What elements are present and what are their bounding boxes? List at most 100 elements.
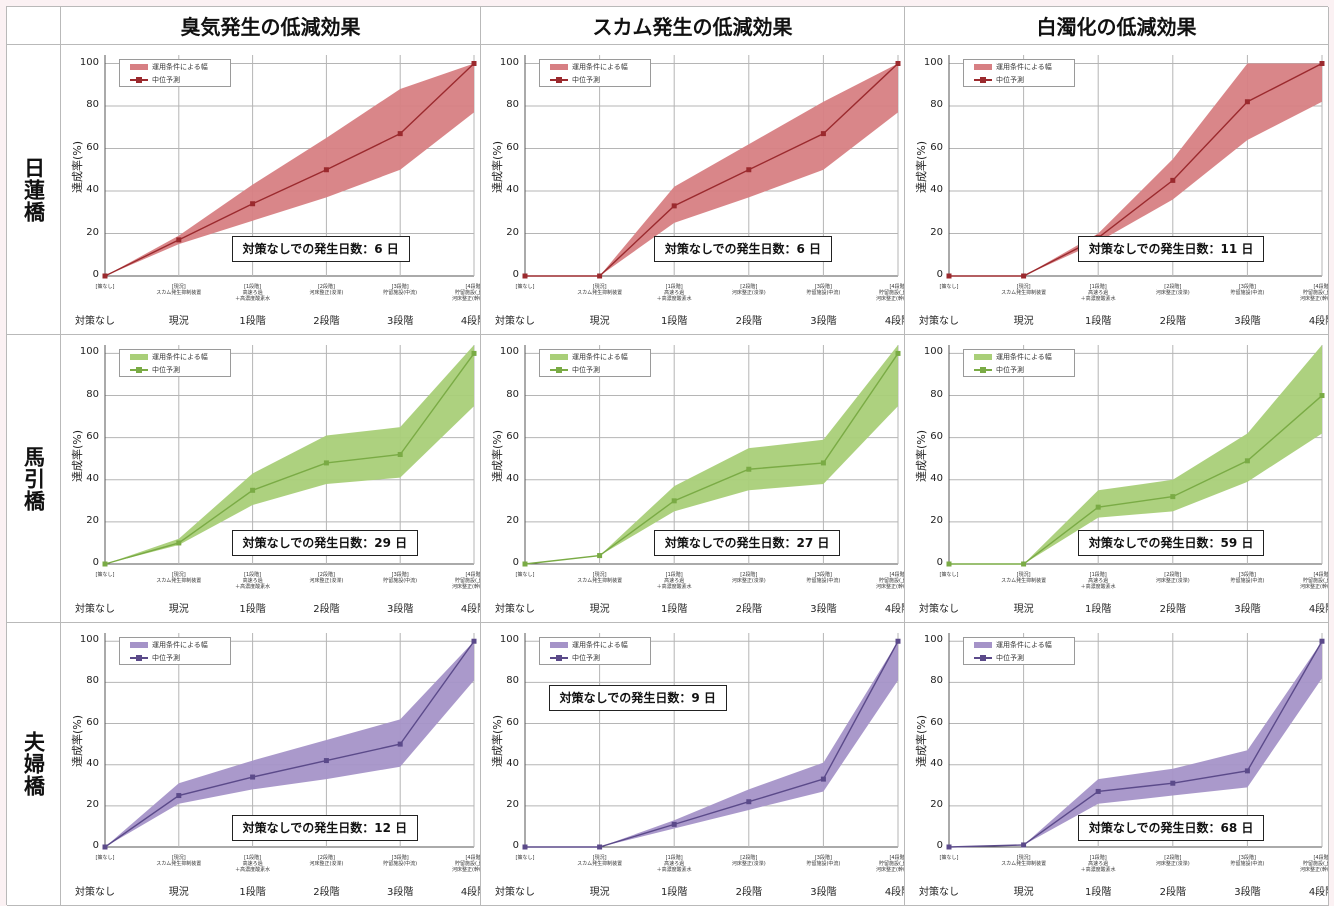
- median-line: [949, 395, 1323, 565]
- legend-line: [130, 76, 148, 83]
- x-tick-label: 4段階: [460, 316, 480, 327]
- y-tick-label: 80: [930, 99, 943, 110]
- chart-panel: 0 20 40 60 80 100 達成率(%) [策なし] [現況] スカム発生抑制装置 [1段…: [61, 335, 481, 623]
- chart-svg: [522, 345, 901, 567]
- x-tick-label: 4段階: [1308, 887, 1328, 898]
- x-tick-label: 対策なし: [495, 604, 535, 615]
- legend-item-range: 運用条件による幅: [120, 638, 230, 651]
- x-tick-detail: [現況] スカム発生抑制装置: [1001, 855, 1047, 867]
- x-tick-label: 現況: [1013, 887, 1034, 898]
- chart-svg: [102, 633, 477, 850]
- median-point: [671, 821, 677, 827]
- median-point: [946, 273, 952, 279]
- legend-text: 中位予測: [152, 653, 180, 662]
- x-tick-label: 3段階: [810, 887, 837, 898]
- legend-swatch: [550, 641, 568, 648]
- median-point: [471, 638, 477, 644]
- y-tick-label: 100: [499, 346, 519, 358]
- x-tick-detail: [4段階] 貯留施設(上流)+ 河床整正(幹線河床): [1300, 855, 1329, 873]
- x-tick-detail: [3段階] 貯留施設(中流): [383, 572, 418, 584]
- x-tick-detail: [現況] スカム発生抑制装置: [1001, 284, 1047, 296]
- chart-legend: 運用条件による幅 中位予測: [539, 59, 651, 87]
- range-band: [525, 63, 898, 276]
- median-point: [746, 167, 752, 173]
- row-header-mabiki: 馬引橋: [7, 335, 61, 623]
- median-point: [250, 487, 256, 493]
- y-tick-label: 100: [923, 56, 943, 68]
- y-axis-label: 達成率(%): [71, 714, 85, 768]
- x-tick-label: 対策なし: [495, 316, 535, 327]
- range-band: [525, 641, 898, 847]
- range-band: [949, 63, 1322, 276]
- legend-line: [550, 654, 568, 661]
- x-tick-label: 対策なし: [75, 604, 115, 615]
- median-point: [176, 540, 182, 546]
- legend-text: 中位予測: [996, 75, 1024, 84]
- x-tick-label: 現況: [589, 604, 610, 615]
- x-tick-label: 1段階: [1085, 887, 1112, 898]
- y-tick-label: 40: [86, 184, 99, 195]
- legend-line: [974, 76, 992, 83]
- y-tick-label: 80: [930, 675, 943, 687]
- legend-text: 運用条件による幅: [572, 640, 628, 649]
- y-tick-label: 40: [930, 757, 943, 769]
- x-tick-label: 対策なし: [75, 316, 115, 327]
- median-point: [522, 273, 528, 279]
- x-tick-detail: [2段階] 河床整正(浚渫): [1155, 284, 1190, 296]
- legend-item-median: 中位予測: [964, 73, 1074, 86]
- y-tick-label: 20: [930, 226, 943, 238]
- median-point: [895, 638, 901, 644]
- legend-swatch: [974, 641, 992, 648]
- x-tick-detail: [1段階] 高速ろ過 ＋高濃度酸素水: [656, 284, 692, 302]
- x-tick-detail: [現況] スカム発生抑制装置: [156, 572, 202, 584]
- chart-svg: [102, 345, 477, 567]
- chart-svg: [522, 633, 901, 850]
- x-tick-detail: [策なし]: [95, 572, 115, 578]
- chart-panel: 0 20 40 60 80 100 達成率(%) [策なし] [現況] スカム発生抑制装置 [1段…: [905, 623, 1329, 906]
- x-tick-detail: [現況] スカム発生抑制装置: [1001, 572, 1047, 584]
- x-tick-detail: [4段階] 貯留施設(上流)+ 河床整正(幹線河床): [452, 855, 481, 873]
- legend-text: 運用条件による幅: [572, 352, 628, 361]
- median-point: [1021, 842, 1027, 848]
- median-point: [820, 131, 826, 137]
- corner-cell: [7, 7, 61, 45]
- median-point: [323, 758, 329, 764]
- x-tick-label: 2段階: [313, 887, 340, 898]
- median-point: [102, 561, 108, 567]
- row-label: 日蓮橋: [21, 156, 46, 223]
- x-tick-label: 2段階: [1159, 887, 1186, 898]
- median-line: [104, 353, 475, 565]
- legend-text: 中位予測: [152, 365, 180, 374]
- legend-item-range: 運用条件による幅: [964, 638, 1074, 651]
- median-point: [1021, 273, 1027, 279]
- median-point: [522, 844, 528, 850]
- x-tick-detail: [2段階] 河床整正(浚渫): [1155, 572, 1190, 584]
- median-line: [104, 640, 475, 848]
- y-tick-label: 80: [86, 388, 99, 400]
- legend-text: 運用条件による幅: [996, 352, 1052, 361]
- median-point: [1170, 494, 1176, 500]
- x-tick-label: 4段階: [460, 604, 480, 615]
- chart-legend: 運用条件による幅 中位予測: [963, 349, 1075, 377]
- x-tick-label: 4段階: [1308, 604, 1328, 615]
- y-tick-label: 60: [930, 141, 943, 153]
- y-tick-label: 100: [79, 634, 99, 646]
- x-tick-detail: [策なし]: [515, 855, 535, 861]
- median-point: [1244, 99, 1250, 105]
- y-tick-label: 80: [930, 388, 943, 400]
- median-point: [820, 460, 826, 466]
- legend-text: 運用条件による幅: [152, 62, 208, 71]
- y-tick-label: 20: [506, 514, 519, 526]
- x-tick-label: 対策なし: [919, 887, 959, 898]
- legend-line: [550, 366, 568, 373]
- x-tick-detail: [2段階] 河床整正(浚渫): [309, 572, 344, 584]
- legend-text: 中位予測: [572, 365, 600, 374]
- x-tick-detail: [2段階] 河床整正(浚渫): [1155, 855, 1190, 867]
- x-tick-detail: [4段階] 貯留施設(上流)+ 河床整正(幹線河床): [452, 572, 481, 590]
- median-point: [746, 466, 752, 472]
- legend-item-median: 中位予測: [540, 73, 650, 86]
- x-tick-label: 現況: [1013, 604, 1034, 615]
- x-tick-label: 3段階: [1234, 316, 1261, 327]
- legend-text: 運用条件による幅: [996, 640, 1052, 649]
- column-header-scum: スカム発生の低減効果: [481, 7, 905, 45]
